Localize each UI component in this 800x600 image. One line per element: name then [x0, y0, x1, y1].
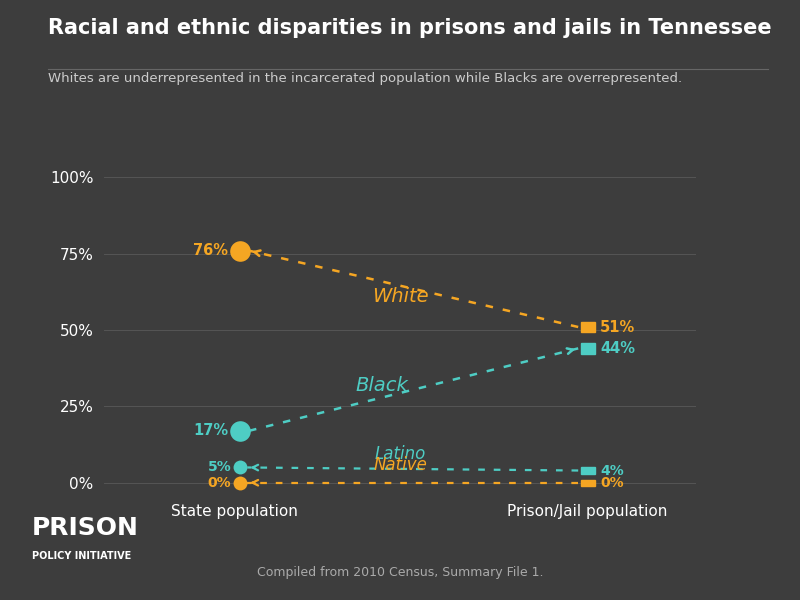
Bar	[581, 467, 595, 473]
Text: POLICY INITIATIVE: POLICY INITIATIVE	[32, 551, 131, 561]
Bar	[581, 322, 595, 332]
Text: 17%: 17%	[193, 424, 228, 439]
Text: 0%: 0%	[600, 476, 624, 490]
Point	[234, 463, 246, 472]
Text: PRISON: PRISON	[32, 516, 139, 540]
Text: State population: State population	[171, 504, 298, 519]
Text: 44%: 44%	[600, 341, 635, 356]
Text: Whites are underrepresented in the incarcerated population while Blacks are over: Whites are underrepresented in the incar…	[48, 72, 682, 85]
Text: Black: Black	[356, 376, 409, 395]
Text: 4%: 4%	[600, 464, 624, 478]
Text: White: White	[372, 287, 428, 306]
Bar	[581, 343, 595, 354]
Text: 5%: 5%	[207, 460, 231, 475]
Bar	[581, 479, 595, 486]
Point	[234, 246, 246, 256]
Text: Racial and ethnic disparities in prisons and jails in Tennessee: Racial and ethnic disparities in prisons…	[48, 18, 772, 38]
Point	[234, 426, 246, 436]
Text: 76%: 76%	[194, 243, 228, 258]
Text: 0%: 0%	[208, 476, 231, 490]
Text: Prison/Jail population: Prison/Jail population	[507, 504, 668, 519]
Text: Latino: Latino	[374, 445, 426, 463]
Text: Native: Native	[373, 456, 427, 474]
Text: 51%: 51%	[600, 319, 635, 335]
Point	[234, 478, 246, 488]
Text: Compiled from 2010 Census, Summary File 1.: Compiled from 2010 Census, Summary File …	[257, 566, 543, 579]
